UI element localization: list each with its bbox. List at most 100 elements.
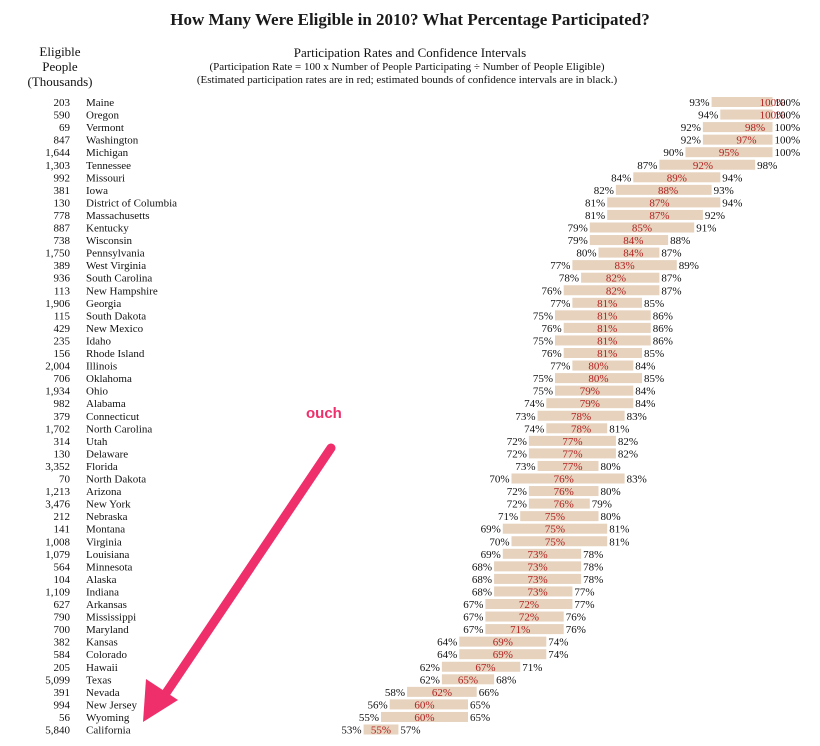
eligible-count: 1,702 — [45, 423, 70, 435]
state-label: Nevada — [86, 687, 120, 699]
eligible-count: 1,213 — [45, 486, 70, 498]
lower-bound-label: 84% — [611, 172, 631, 184]
state-label: Louisiana — [86, 549, 129, 561]
lower-bound-label: 77% — [550, 260, 570, 272]
upper-bound-label: 80% — [601, 486, 621, 498]
upper-bound-label: 94% — [722, 172, 742, 184]
eligible-count: 235 — [54, 335, 71, 347]
confidence-interval-bar — [633, 172, 721, 183]
confidence-interval-bar — [494, 586, 573, 597]
rate-label: 69% — [493, 637, 513, 649]
state-label: Missouri — [86, 172, 125, 184]
confidence-interval-bar — [555, 373, 642, 384]
confidence-interval-bar — [563, 322, 651, 333]
upper-bound-label: 86% — [653, 335, 673, 347]
upper-bound-label: 84% — [635, 398, 655, 410]
upper-bound-label: 78% — [583, 561, 603, 573]
confidence-interval-bar — [685, 147, 773, 158]
eligible-count: 778 — [54, 210, 71, 222]
rate-label: 84% — [623, 248, 643, 260]
eligible-count: 70 — [59, 474, 71, 486]
chart-formula-note: (Participation Rate = 100 x Number of Pe… — [209, 61, 605, 73]
eligible-count: 1,109 — [45, 586, 70, 598]
lower-bound-label: 64% — [437, 637, 457, 649]
confidence-interval-bar — [607, 209, 703, 220]
eligible-count: 141 — [54, 524, 71, 536]
lower-bound-label: 76% — [542, 323, 562, 335]
state-label: Tennessee — [86, 160, 131, 172]
upper-bound-label: 86% — [653, 323, 673, 335]
eligible-count: 706 — [54, 373, 71, 385]
state-label: Pennsylvania — [86, 248, 145, 260]
upper-bound-label: 77% — [574, 586, 594, 598]
upper-bound-label: 100% — [775, 122, 801, 134]
upper-bound-label: 81% — [609, 423, 629, 435]
state-label: Illinois — [86, 361, 117, 373]
confidence-interval-bar — [494, 561, 582, 572]
confidence-interval-bar — [389, 699, 468, 710]
confidence-interval-bar — [381, 711, 468, 722]
state-label: Nebraska — [86, 511, 128, 523]
eligible-count: 3,476 — [45, 499, 70, 511]
state-label: District of Columbia — [86, 197, 177, 209]
eligible-count: 1,008 — [45, 536, 70, 548]
lower-bound-label: 69% — [481, 549, 501, 561]
state-label: Virginia — [86, 536, 122, 548]
upper-bound-label: 84% — [635, 361, 655, 373]
confidence-interval-bar — [572, 260, 677, 271]
confidence-interval-bar — [502, 523, 608, 534]
rate-label: 67% — [475, 662, 495, 674]
upper-bound-label: 78% — [583, 549, 603, 561]
confidence-interval-bar — [441, 661, 521, 672]
lower-bound-label: 79% — [568, 223, 588, 235]
upper-bound-label: 71% — [522, 662, 542, 674]
state-label: North Carolina — [86, 423, 152, 435]
confidence-interval-bar — [659, 159, 756, 170]
lower-bound-label: 53% — [341, 725, 361, 737]
state-label: Washington — [86, 135, 139, 147]
lower-bound-label: 71% — [498, 511, 518, 523]
confidence-interval-bar — [572, 297, 642, 308]
lower-bound-label: 78% — [559, 273, 579, 285]
lower-bound-label: 81% — [585, 210, 605, 222]
rate-label: 85% — [632, 223, 652, 235]
rate-label: 75% — [545, 511, 565, 523]
confidence-interval-bar — [441, 674, 495, 685]
confidence-interval-bar — [485, 611, 564, 622]
rate-label: 62% — [432, 687, 452, 699]
upper-bound-label: 76% — [566, 612, 586, 624]
upper-bound-label: 100% — [775, 97, 801, 109]
eligible-count: 590 — [54, 110, 71, 122]
confidence-interval-bar — [555, 385, 634, 396]
confidence-interval-bar — [363, 724, 399, 735]
lower-bound-label: 92% — [681, 122, 701, 134]
rate-label: 79% — [580, 386, 600, 398]
lower-bound-label: 82% — [594, 185, 614, 197]
state-label: Kentucky — [86, 223, 129, 235]
lower-bound-label: 72% — [507, 436, 527, 448]
state-label: Georgia — [86, 298, 121, 310]
lower-bound-label: 55% — [359, 712, 379, 724]
rate-label: 71% — [510, 624, 530, 636]
rate-label: 60% — [414, 699, 434, 711]
rate-label: 81% — [597, 335, 617, 347]
upper-bound-label: 65% — [470, 699, 490, 711]
eligible-count: 5,099 — [45, 674, 70, 686]
rate-label: 76% — [554, 474, 574, 486]
state-label: New Mexico — [86, 323, 144, 335]
upper-bound-label: 65% — [470, 712, 490, 724]
lower-bound-label: 94% — [698, 110, 718, 122]
rate-label: 73% — [528, 574, 548, 586]
confidence-interval-bar — [563, 285, 660, 296]
eligible-count: 69 — [59, 122, 71, 134]
eligible-count: 564 — [54, 561, 71, 573]
eligible-count: 203 — [54, 97, 71, 109]
rate-label: 78% — [571, 423, 591, 435]
confidence-interval-bar — [615, 184, 712, 195]
upper-bound-label: 100% — [775, 135, 801, 147]
lower-bound-label: 70% — [489, 474, 509, 486]
state-label: Alabama — [86, 398, 126, 410]
eligible-count: 130 — [54, 448, 71, 460]
eligible-count: 429 — [54, 323, 71, 335]
rate-label: 81% — [597, 310, 617, 322]
